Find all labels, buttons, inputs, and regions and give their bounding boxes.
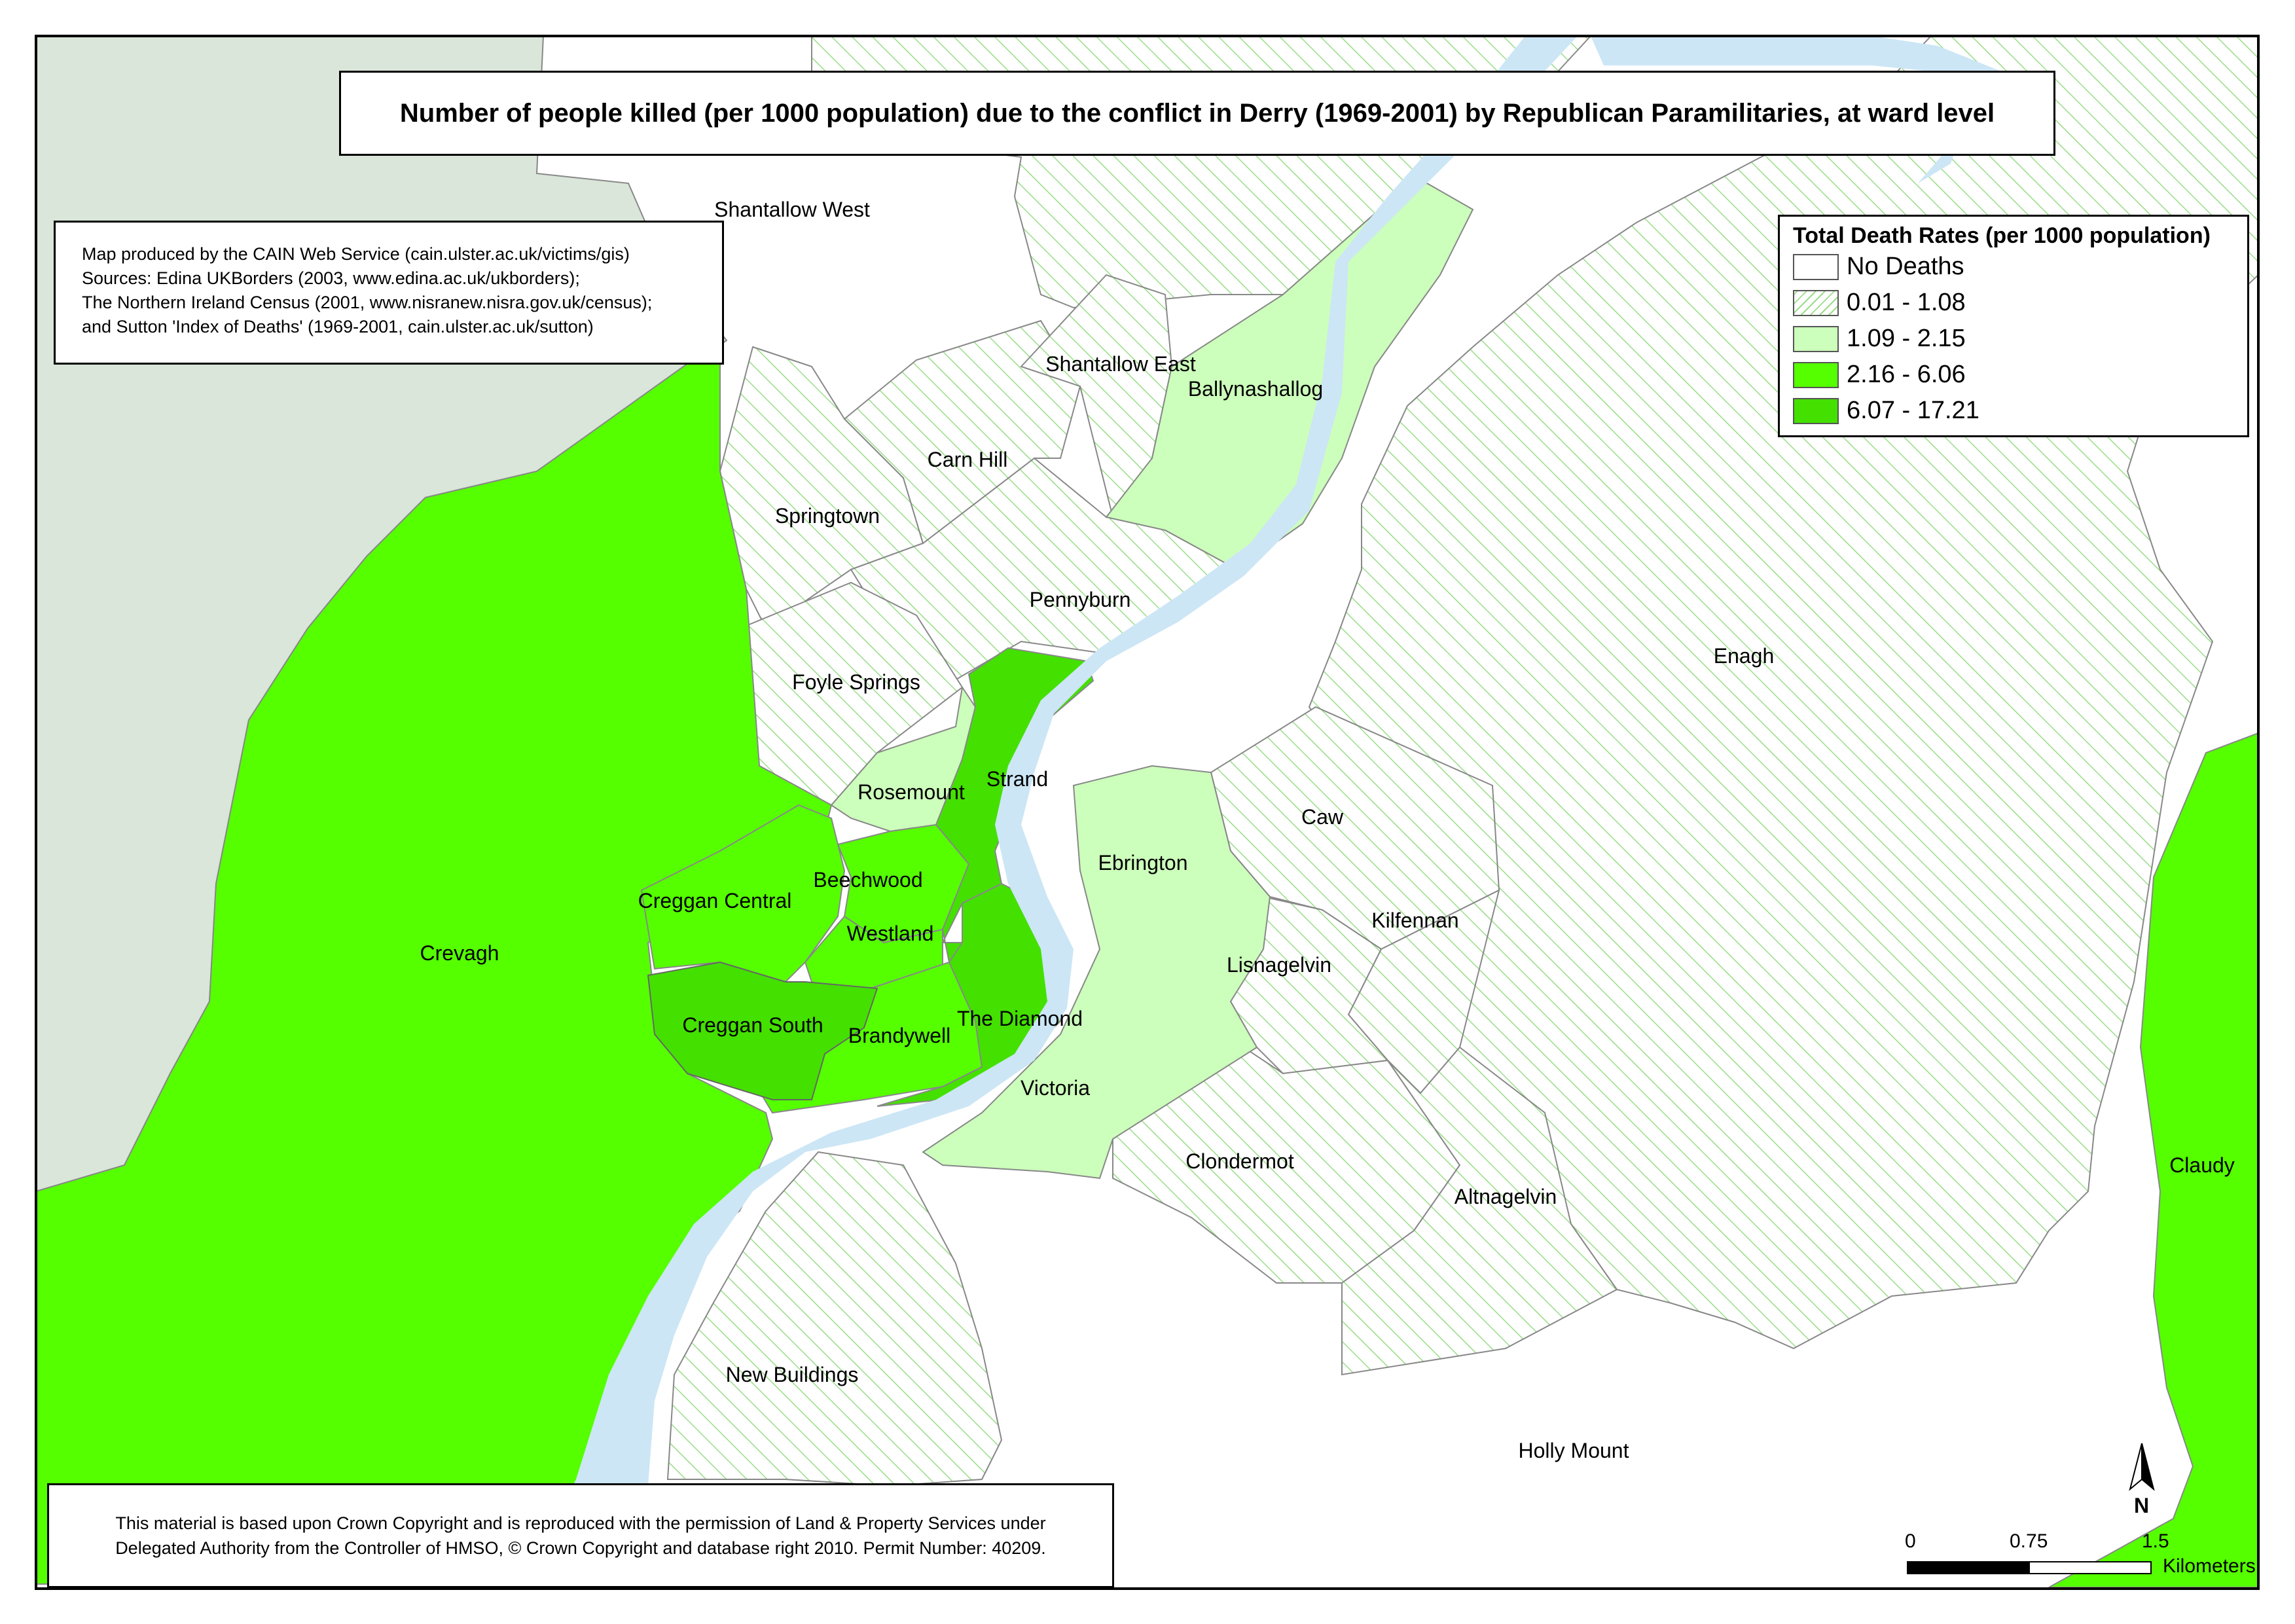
ward-label-beechwood: Beechwood: [813, 868, 923, 892]
scale-tick-1: 0.75: [2010, 1530, 2048, 1552]
legend-label: 2.16 - 6.06: [1847, 361, 1966, 388]
credits-box: Map produced by the CAIN Web Service (ca…: [54, 221, 724, 365]
legend-swatch-medium: [1793, 361, 1839, 388]
legend-label: 0.01 - 1.08: [1847, 289, 1966, 316]
ward-label-strand: Strand: [986, 767, 1049, 791]
ward-ebrington-area: [922, 765, 1271, 1180]
ward-label-rosemount: Rosemount: [858, 780, 965, 804]
map-title: Number of people killed (per 1000 popula…: [399, 98, 1995, 128]
credit-line: The Northern Ireland Census (2001, www.n…: [82, 293, 653, 312]
ward-label-kilfennan: Kilfennan: [1371, 909, 1459, 932]
ward-creggan-central-area: [640, 804, 846, 983]
river-foyle: [524, 36, 1578, 1584]
ward-label-victoria: Victoria: [1020, 1076, 1091, 1100]
north-arrow-icon: [2129, 1443, 2155, 1491]
ward-label-crevagh: Crevagh: [420, 941, 499, 965]
legend-item: 2.16 - 6.06: [1793, 357, 2247, 393]
legend-item: 0.01 - 1.08: [1793, 285, 2247, 321]
ward-label-claudy: Claudy: [2169, 1153, 2235, 1177]
ward-label-caw: Caw: [1301, 805, 1344, 829]
scale-unit: Kilometers: [2163, 1555, 2256, 1577]
north-label: N: [2134, 1494, 2150, 1517]
copyright-line: Delegated Authority from the Controller …: [115, 1538, 1046, 1558]
ward-label-shantallow-east: Shantallow East: [1045, 352, 1196, 376]
credit-line: Map produced by the CAIN Web Service (ca…: [82, 244, 630, 264]
legend-swatch-no-deaths: [1793, 253, 1839, 280]
ward-label-altnagelvin: Altnagelvin: [1454, 1185, 1557, 1208]
ward-label-pennyburn: Pennyburn: [1029, 588, 1131, 611]
ward-label-creggan-central: Creggan Central: [638, 889, 792, 912]
credit-line: and Sutton 'Index of Deaths' (1969-2001,…: [82, 317, 594, 336]
legend: Total Death Rates (per 1000 population) …: [1778, 215, 2249, 437]
credit-line: Sources: Edina UKBorders (2003, www.edin…: [82, 268, 580, 288]
ward-label-shantallow-west: Shantallow West: [714, 198, 870, 221]
legend-item: 6.07 - 17.21: [1793, 393, 2247, 429]
scale-tick-0: 0: [1905, 1530, 1916, 1552]
ward-creggan-south-area: [647, 961, 878, 1100]
ward-label-new-buildings: New Buildings: [725, 1363, 859, 1386]
legend-swatch-light: [1793, 325, 1839, 352]
ward-carn-hill-area: [843, 319, 1081, 545]
ward-label-carn-hill: Carn Hill: [927, 448, 1008, 471]
legend-item: 1.09 - 2.15: [1793, 321, 2247, 357]
ward-new-buildings-area: [666, 1151, 1003, 1487]
legend-label: 6.07 - 17.21: [1847, 397, 1979, 424]
ward-label-westland: Westland: [846, 922, 934, 945]
ward-label-enagh: Enagh: [1713, 644, 1775, 668]
ward-label-ballynashallog: Ballynashallog: [1187, 377, 1324, 401]
copyright-line: This material is based upon Crown Copyri…: [115, 1513, 1046, 1533]
ward-label-creggan-south: Creggan South: [682, 1013, 823, 1037]
legend-swatch-hatched: [1793, 289, 1839, 316]
legend-label: No Deaths: [1847, 253, 1964, 280]
ward-altnagelvin-area: [1341, 1046, 1618, 1376]
river-foyle-upper: [1591, 36, 2003, 183]
legend-title: Total Death Rates (per 1000 population): [1793, 223, 2211, 248]
map-title-box: Number of people killed (per 1000 popula…: [339, 71, 2055, 156]
legend-item: No Deaths: [1793, 249, 2247, 285]
ward-label-holly-mount: Holly Mount: [1518, 1439, 1629, 1462]
ward-label-the-diamond: The Diamond: [956, 1007, 1083, 1030]
ward-label-clondermot: Clondermot: [1185, 1149, 1294, 1173]
ward-label-foyle-springs: Foyle Springs: [792, 670, 920, 694]
ward-label-ebrington: Ebrington: [1098, 851, 1188, 875]
scale-bar-graphic: [1907, 1561, 2152, 1574]
copyright-box: This material is based upon Crown Copyri…: [47, 1483, 1114, 1588]
legend-swatch-high: [1793, 397, 1839, 424]
legend-label: 1.09 - 2.15: [1847, 325, 1966, 352]
ward-label-springtown: Springtown: [774, 504, 880, 528]
ward-label-brandywell: Brandywell: [848, 1024, 951, 1047]
map-frame: [35, 35, 2260, 1590]
scale-tick-2: 1.5: [2142, 1530, 2169, 1552]
ward-label-lisnagelvin: Lisnagelvin: [1226, 953, 1332, 977]
